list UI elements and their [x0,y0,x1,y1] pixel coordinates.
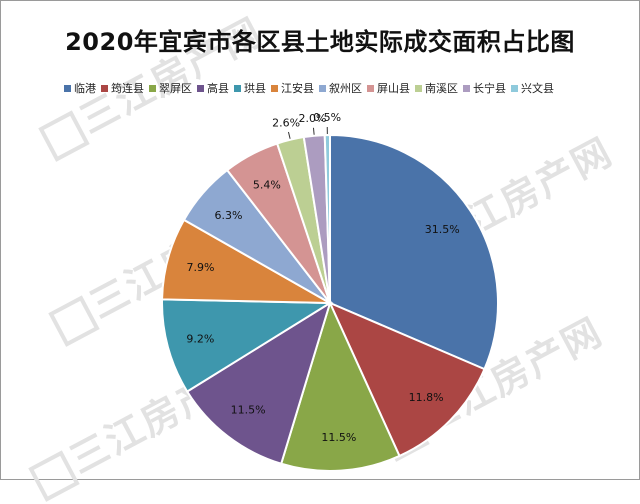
data-label: 7.9% [186,261,214,274]
data-label: 11.8% [409,391,444,404]
data-label: 2.6% [272,116,300,129]
data-label: 5.4% [253,178,281,191]
data-label: 11.5% [231,404,266,417]
data-label: 0.5% [313,111,341,124]
leader-line [288,132,290,139]
data-label: 31.5% [425,223,460,236]
data-label: 6.3% [215,209,243,222]
pie-chart: 31.5% 11.8% 11.5% 11.5% 9.2% 7.9% 6.3% 5.4% 2.6%… [0,0,640,480]
data-label: 11.5% [321,431,356,444]
data-label: 9.2% [186,332,214,345]
leader-line [313,128,314,135]
